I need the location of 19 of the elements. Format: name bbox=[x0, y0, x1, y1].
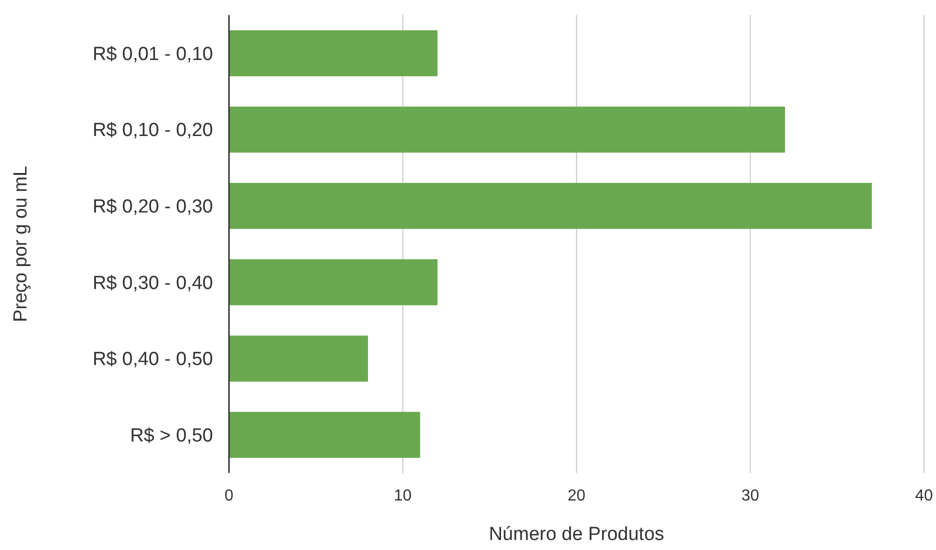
y-tick-label: R$ 0,20 - 0,30 bbox=[92, 196, 213, 218]
bar bbox=[229, 259, 438, 306]
bar bbox=[229, 106, 785, 153]
bar bbox=[229, 412, 420, 458]
x-axis-title: Número de Produtos bbox=[488, 524, 664, 545]
y-tick-label: R$ 0,30 - 0,40 bbox=[92, 272, 213, 294]
y-tick-label: R$ 0,40 - 0,50 bbox=[92, 349, 213, 370]
x-tick-label: 10 bbox=[394, 487, 412, 504]
y-axis-title: Preço por g ou mL bbox=[10, 166, 32, 322]
y-tick-label: R$ > 0,50 bbox=[130, 426, 213, 447]
x-tick-label: 0 bbox=[224, 487, 234, 504]
y-tick-label: R$ 0,01 - 0,10 bbox=[92, 44, 213, 65]
x-tick-label: 30 bbox=[741, 487, 760, 504]
y-tick-label: R$ 0,10 - 0,20 bbox=[92, 120, 213, 142]
x-tick-label: 20 bbox=[568, 487, 586, 504]
bar bbox=[229, 182, 872, 229]
x-tick-label: 40 bbox=[915, 487, 933, 504]
bar bbox=[229, 30, 438, 76]
bar bbox=[229, 336, 368, 382]
